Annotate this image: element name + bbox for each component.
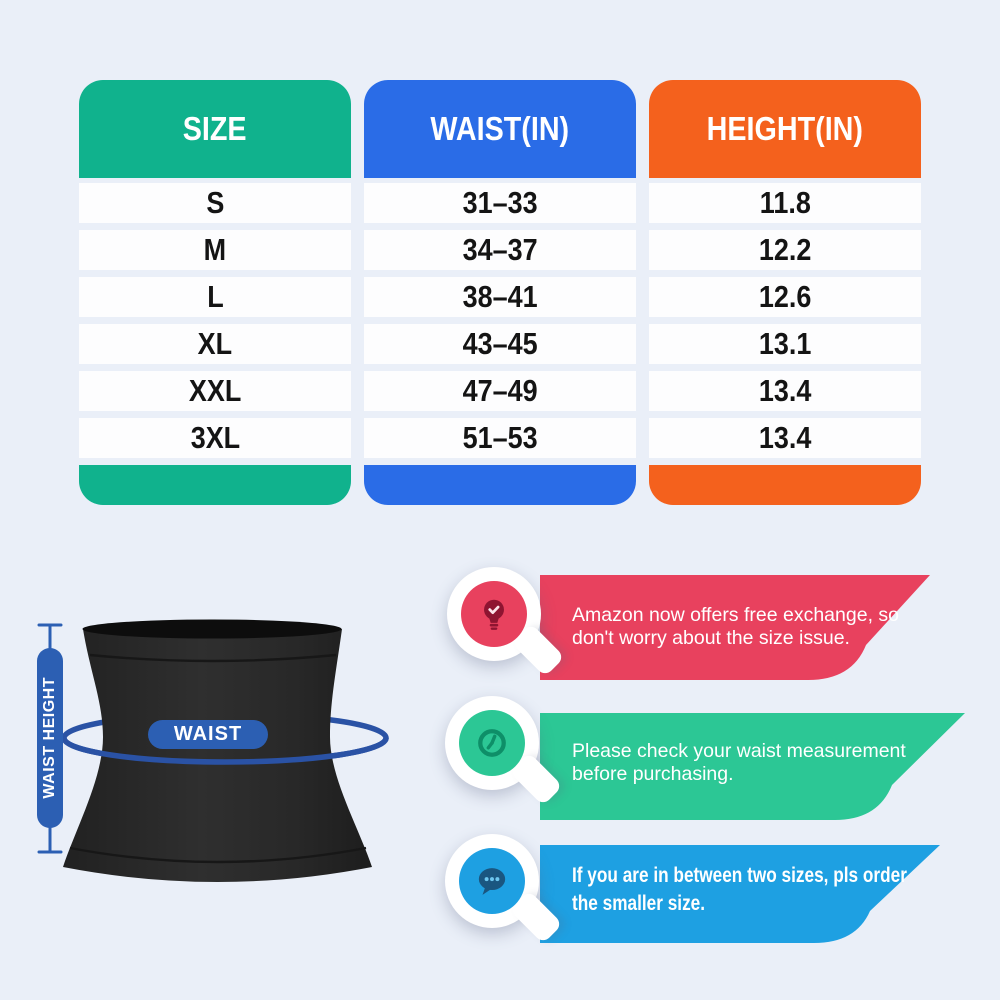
waist-trainer-body — [63, 622, 372, 882]
table-cell: 31–33 — [364, 183, 636, 223]
table-cell: 43–45 — [364, 324, 636, 364]
column-header-waist-label: WAIST(IN) — [430, 110, 570, 147]
cell-value: 3XL — [190, 420, 240, 455]
column-header-size: SIZE — [79, 80, 351, 178]
column-footer-waist — [364, 465, 636, 505]
cell-value: 43–45 — [462, 326, 538, 361]
cell-value: M — [203, 232, 227, 267]
cell-value: 31–33 — [462, 185, 538, 220]
column-header-waist: WAIST(IN) — [364, 80, 636, 178]
cell-value: 11.8 — [759, 185, 811, 220]
cell-value: 47–49 — [462, 373, 538, 408]
clock-icon — [459, 710, 525, 776]
cell-value: 34–37 — [462, 232, 538, 267]
cell-value: 13.4 — [758, 420, 812, 455]
column-footer-size — [79, 465, 351, 505]
column-header-height: HEIGHT(IN) — [649, 80, 921, 178]
callout-banner-measure — [540, 713, 965, 820]
table-cell: 12.2 — [649, 230, 921, 270]
table-cell: 11.8 — [649, 183, 921, 223]
table-cell: 13.4 — [649, 418, 921, 458]
callout-text-measure: Please check your waist measurement befo… — [572, 740, 906, 785]
table-cell: S — [79, 183, 351, 223]
column-waist-cells: 31–33 34–37 38–41 43–45 47–49 51–53 — [364, 183, 636, 458]
cell-value: 13.1 — [758, 326, 812, 361]
callout-badge-measure — [445, 696, 563, 806]
column-header-height-label: HEIGHT(IN) — [706, 110, 864, 147]
cell-value: 51–53 — [462, 420, 538, 455]
waist-tag: WAIST — [148, 720, 268, 749]
table-cell: XL — [79, 324, 351, 364]
lightbulb-check-icon — [461, 581, 527, 647]
table-cell: 3XL — [79, 418, 351, 458]
table-cell: 13.1 — [649, 324, 921, 364]
waist-trainer-opening — [82, 619, 342, 639]
cell-value: 12.2 — [758, 232, 812, 267]
table-cell: XXL — [79, 371, 351, 411]
callout-banner-exchange — [540, 575, 930, 680]
waist-measure-ellipse-front — [61, 737, 389, 765]
column-header-size-label: SIZE — [183, 110, 247, 147]
table-cell: 47–49 — [364, 371, 636, 411]
size-chart-table: SIZE S M L XL XXL 3XL WAIST(IN) 31–33 34… — [79, 80, 921, 505]
waist-height-tag-label: WAIST HEIGHT — [41, 677, 58, 799]
callout-text-exchange: Amazon now offers free exchange, so don'… — [572, 604, 899, 649]
cell-value: S — [206, 185, 224, 220]
column-size-cells: S M L XL XXL 3XL — [79, 183, 351, 458]
callout-text-between-sizes: If you are in between two sizes, pls ord… — [572, 864, 907, 915]
cell-value: 13.4 — [758, 373, 812, 408]
table-cell: 34–37 — [364, 230, 636, 270]
waist-tag-label: WAIST — [173, 723, 243, 745]
table-cell: 13.4 — [649, 371, 921, 411]
cell-value: L — [206, 279, 224, 314]
column-footer-height — [649, 465, 921, 505]
cell-value: 12.6 — [758, 279, 812, 314]
table-cell: L — [79, 277, 351, 317]
column-size: SIZE S M L XL XXL 3XL — [79, 80, 351, 505]
seam-bottom — [69, 846, 367, 864]
cell-value: 38–41 — [462, 279, 538, 314]
column-waist: WAIST(IN) 31–33 34–37 38–41 43–45 47–49 … — [364, 80, 636, 505]
callout-banner-between-sizes — [540, 845, 940, 943]
column-height: HEIGHT(IN) 11.8 12.2 12.6 13.1 13.4 13.4 — [649, 80, 921, 505]
table-cell: 51–53 — [364, 418, 636, 458]
column-height-cells: 11.8 12.2 12.6 13.1 13.4 13.4 — [649, 183, 921, 458]
table-cell: 12.6 — [649, 277, 921, 317]
callout-badge-exchange — [447, 567, 565, 677]
chat-dots-icon — [459, 848, 525, 914]
cell-value: XXL — [188, 373, 242, 408]
table-cell: M — [79, 230, 351, 270]
table-cell: 38–41 — [364, 277, 636, 317]
waist-trainer-illustration — [37, 619, 389, 882]
height-measure-line — [37, 623, 63, 854]
waist-trainer-diagram: WAIST WAIST HEIGHT — [20, 590, 440, 920]
seam-top — [89, 653, 337, 663]
waist-height-tag: WAIST HEIGHT — [37, 648, 63, 828]
callout-badge-between-sizes — [445, 834, 563, 944]
cell-value: XL — [197, 326, 233, 361]
